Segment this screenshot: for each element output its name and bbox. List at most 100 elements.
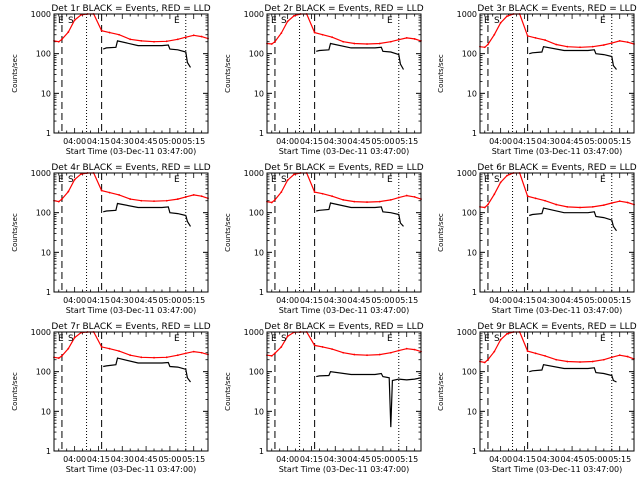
events-series-line bbox=[316, 371, 422, 428]
lld-data-point bbox=[100, 189, 103, 192]
event-marker-label: E bbox=[600, 334, 606, 344]
lld-data-point bbox=[487, 43, 489, 46]
y-tick-label: 1 bbox=[259, 129, 264, 138]
lld-data-point bbox=[389, 351, 392, 354]
x-tick-label: 05:15 bbox=[395, 296, 418, 305]
events-series-line bbox=[529, 46, 617, 70]
y-tick-label: 1000 bbox=[31, 169, 51, 178]
y-tick-label: 10 bbox=[467, 89, 477, 98]
chart-panel: Det 9r BLACK = Events, RED = LLD Counts/s… bbox=[437, 322, 637, 474]
event-marker-label: E bbox=[58, 16, 64, 26]
x-tick-label: 04:00 bbox=[276, 296, 299, 305]
lld-data-point bbox=[321, 346, 324, 348]
events-series-line bbox=[102, 40, 192, 68]
chart-panel: Det 5r BLACK = Events, RED = LLD Counts/s… bbox=[224, 163, 424, 315]
plot-frame bbox=[266, 13, 422, 134]
lld-data-point bbox=[67, 190, 70, 193]
lld-data-point bbox=[555, 203, 558, 206]
lld-data-point bbox=[286, 179, 289, 182]
y-axis-label: Counts/sec bbox=[11, 213, 19, 252]
x-tick-label: 04:15 bbox=[513, 137, 536, 146]
lld-data-point bbox=[579, 361, 581, 363]
x-tick-label: 05:15 bbox=[608, 455, 631, 464]
plot-frame bbox=[479, 172, 635, 293]
x-tick-label: 04:00 bbox=[63, 455, 86, 464]
lld-data-point bbox=[506, 174, 508, 177]
y-tick-label: 10 bbox=[41, 89, 51, 98]
lld-data-point bbox=[602, 44, 605, 46]
x-tick-label: 04:30 bbox=[111, 455, 134, 464]
events-series-line bbox=[103, 202, 192, 227]
lld-series-line bbox=[479, 172, 635, 209]
event-marker-label: S bbox=[281, 334, 287, 344]
x-tick-label: 05:15 bbox=[608, 296, 631, 305]
lld-data-point bbox=[331, 348, 333, 351]
lld-data-point bbox=[555, 358, 558, 361]
chart-title: Det 6r BLACK = Events, RED = LLD bbox=[477, 163, 636, 173]
x-axis-label: Start Time (03-Dec-11 03:47:00) bbox=[492, 306, 623, 315]
x-tick-label: 05:15 bbox=[608, 137, 631, 146]
lld-data-point bbox=[610, 356, 613, 359]
x-tick-label: 04:45 bbox=[348, 296, 371, 305]
lld-data-point bbox=[192, 350, 195, 353]
y-axis-label: Counts/sec bbox=[437, 372, 445, 411]
chart-panel: Det 3r BLACK = Events, RED = LLD Counts/s… bbox=[437, 4, 637, 156]
y-tick-label: 1 bbox=[46, 129, 51, 138]
lld-data-point bbox=[176, 198, 179, 200]
lld-data-point bbox=[293, 173, 295, 176]
x-tick-label: 04:00 bbox=[276, 137, 299, 146]
lld-data-point bbox=[270, 201, 273, 204]
lld-data-point bbox=[378, 353, 381, 356]
lld-data-point bbox=[342, 40, 345, 43]
x-tick-label: 05:00 bbox=[158, 296, 181, 305]
chart-title: Det 8r BLACK = Events, RED = LLD bbox=[264, 322, 423, 332]
lld-data-point bbox=[108, 191, 111, 194]
lld-data-point bbox=[610, 202, 613, 204]
x-tick-label: 04:45 bbox=[561, 296, 584, 305]
lld-data-point bbox=[118, 194, 120, 196]
event-marker-label: E bbox=[600, 175, 606, 185]
lld-data-point bbox=[366, 354, 368, 357]
chart-title: Det 5r BLACK = Events, RED = LLD bbox=[264, 163, 423, 173]
lld-data-point bbox=[353, 200, 356, 203]
lld-data-point bbox=[566, 205, 569, 208]
plot-frame bbox=[53, 331, 209, 452]
lld-data-point bbox=[100, 346, 103, 348]
lld-data-point bbox=[405, 36, 408, 39]
y-tick-label: 100 bbox=[36, 368, 51, 377]
lld-series-line bbox=[266, 13, 422, 45]
lld-data-point bbox=[353, 42, 356, 45]
plot-frame bbox=[479, 13, 635, 134]
lld-data-point bbox=[493, 350, 496, 353]
lld-data-point bbox=[591, 360, 594, 363]
lld-data-point bbox=[192, 194, 195, 196]
event-marker-label: E bbox=[271, 175, 277, 185]
event-marker-label: E bbox=[484, 334, 490, 344]
lld-data-point bbox=[321, 33, 324, 36]
lld-data-point bbox=[626, 201, 629, 204]
x-axis-label: Start Time (03-Dec-11 03:47:00) bbox=[279, 465, 410, 474]
y-axis-label: Counts/sec bbox=[11, 372, 19, 411]
lld-data-point bbox=[618, 200, 621, 203]
lld-data-point bbox=[140, 39, 143, 42]
event-marker-label: S bbox=[281, 175, 287, 185]
lld-data-point bbox=[176, 38, 179, 41]
lld-series-line bbox=[53, 13, 209, 43]
lld-data-point bbox=[397, 38, 400, 41]
y-tick-label: 1 bbox=[472, 129, 477, 138]
events-series-line bbox=[316, 42, 405, 70]
lld-data-point bbox=[274, 352, 276, 355]
lld-data-point bbox=[274, 40, 276, 43]
event-marker-label: S bbox=[68, 175, 74, 185]
event-marker-label: E bbox=[271, 334, 277, 344]
lld-data-point bbox=[129, 354, 132, 357]
lld-data-point bbox=[270, 43, 273, 45]
lld-data-point bbox=[534, 36, 537, 39]
y-tick-label: 1 bbox=[259, 447, 264, 456]
lld-data-point bbox=[184, 36, 187, 39]
chart-title: Det 3r BLACK = Events, RED = LLD bbox=[477, 4, 636, 14]
chart-panel: Det 8r BLACK = Events, RED = LLD Counts/s… bbox=[224, 322, 424, 474]
x-tick-label: 04:00 bbox=[489, 296, 512, 305]
y-tick-label: 100 bbox=[462, 209, 477, 218]
lld-data-point bbox=[67, 31, 70, 33]
